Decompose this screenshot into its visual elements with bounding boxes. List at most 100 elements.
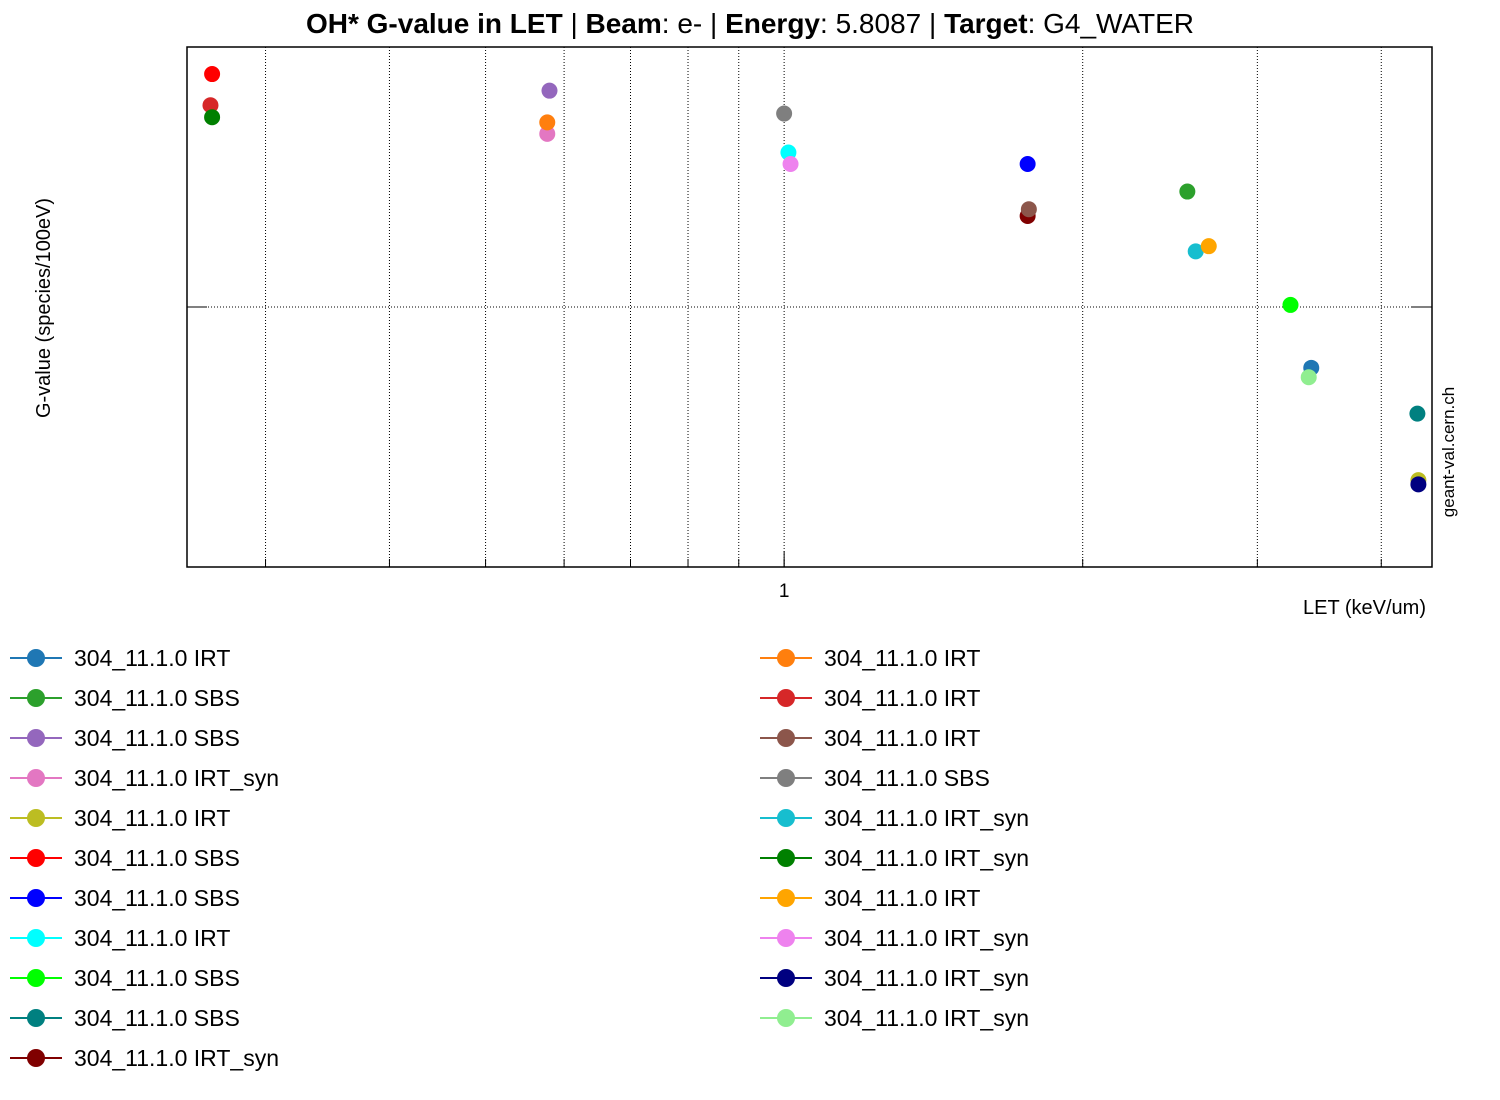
legend-label: 304_11.1.0 SBS bbox=[74, 1004, 240, 1031]
legend-item: 304_11.1.0 IRT bbox=[760, 718, 980, 758]
data-point-series-9 bbox=[1282, 296, 1299, 313]
legend-item: 304_11.1.0 IRT_syn bbox=[760, 798, 1029, 838]
title-sep-3: | bbox=[929, 8, 945, 39]
legend-dot bbox=[27, 929, 45, 947]
legend-item: 304_11.1.0 SBS bbox=[10, 998, 240, 1038]
legend-marker bbox=[760, 688, 812, 708]
title-energy-value: : 5.8087 bbox=[820, 8, 929, 39]
legend-item: 304_11.1.0 IRT bbox=[10, 798, 230, 838]
data-point-series-13 bbox=[202, 97, 219, 114]
data-point-series-12 bbox=[539, 114, 556, 131]
legend-item: 304_11.1.0 IRT_syn bbox=[10, 1038, 279, 1078]
legend-marker bbox=[10, 968, 62, 988]
legend-dot bbox=[27, 889, 45, 907]
legend-dot bbox=[777, 969, 795, 987]
data-points bbox=[202, 66, 1427, 493]
legend-item: 304_11.1.0 IRT bbox=[10, 918, 230, 958]
legend-label: 304_11.1.0 IRT_syn bbox=[824, 844, 1030, 871]
legend-marker bbox=[760, 648, 812, 668]
legend-marker bbox=[760, 968, 812, 988]
data-point-series-19 bbox=[782, 156, 799, 172]
legend-item: 304_11.1.0 IRT bbox=[760, 638, 980, 678]
legend-marker bbox=[760, 728, 812, 748]
legend-label: 304_11.1.0 IRT bbox=[824, 884, 981, 911]
x-axis-label: LET (keV/um) bbox=[1303, 597, 1426, 619]
legend-dot bbox=[777, 1009, 795, 1027]
legend-item: 304_11.1.0 IRT bbox=[10, 638, 230, 678]
legend-marker bbox=[760, 1008, 812, 1028]
legend-item: 304_11.1.0 SBS bbox=[10, 878, 240, 918]
legend-label: 304_11.1.0 IRT bbox=[74, 924, 231, 951]
data-point-series-10 bbox=[1409, 405, 1426, 422]
legend-dot bbox=[777, 729, 795, 747]
legend-label: 304_11.1.0 SBS bbox=[74, 884, 240, 911]
legend-dot bbox=[777, 769, 795, 787]
legend-label: 304_11.1.0 IRT bbox=[824, 724, 981, 751]
data-point-series-6 bbox=[204, 66, 221, 83]
legend-dot bbox=[27, 1049, 45, 1067]
chart-title: OH* G-value in LET | Beam: e- | Energy: … bbox=[0, 8, 1500, 40]
watermark-text: geant-val.cern.ch bbox=[1439, 387, 1458, 517]
axis-ticks: 1 bbox=[187, 306, 1432, 602]
legend-marker bbox=[10, 648, 62, 668]
legend-marker bbox=[10, 928, 62, 948]
legend: 304_11.1.0 IRT 304_11.1.0 SBS 304_11.1.0 S… bbox=[0, 638, 1500, 1088]
legend-dot bbox=[777, 849, 795, 867]
legend-label: 304_11.1.0 SBS bbox=[824, 764, 990, 791]
legend-item: 304_11.1.0 IRT_syn bbox=[760, 958, 1029, 998]
data-point-series-14 bbox=[1020, 201, 1037, 218]
legend-item: 304_11.1.0 SBS bbox=[10, 678, 240, 718]
legend-marker bbox=[10, 808, 62, 828]
data-point-series-7 bbox=[1019, 156, 1036, 172]
grid-lines bbox=[187, 47, 1432, 567]
data-point-series-4 bbox=[539, 125, 556, 142]
legend-label: 304_11.1.0 IRT bbox=[824, 684, 981, 711]
legend-label: 304_11.1.0 IRT bbox=[74, 644, 231, 671]
legend-dot bbox=[27, 809, 45, 827]
legend-dot bbox=[27, 649, 45, 667]
legend-item: 304_11.1.0 SBS bbox=[10, 718, 240, 758]
legend-dot bbox=[27, 729, 45, 747]
legend-dot bbox=[27, 769, 45, 787]
title-beam-key: Beam bbox=[585, 8, 662, 39]
title-energy-key: Energy bbox=[725, 8, 821, 39]
legend-item: 304_11.1.0 IRT_syn bbox=[760, 838, 1029, 878]
legend-marker bbox=[760, 888, 812, 908]
legend-dot bbox=[27, 689, 45, 707]
legend-label: 304_11.1.0 IRT_syn bbox=[824, 804, 1030, 831]
legend-item: 304_11.1.0 SBS bbox=[10, 838, 240, 878]
title-main: OH* G-value in LET bbox=[305, 8, 563, 39]
legend-marker bbox=[10, 1008, 62, 1028]
legend-label: 304_11.1.0 IRT bbox=[824, 644, 981, 671]
legend-item: 304_11.1.0 SBS bbox=[10, 958, 240, 998]
title-target-key: Target bbox=[944, 8, 1028, 39]
legend-marker bbox=[10, 848, 62, 868]
legend-marker bbox=[10, 1048, 62, 1068]
legend-dot bbox=[777, 929, 795, 947]
legend-label: 304_11.1.0 IRT_syn bbox=[824, 924, 1030, 951]
legend-label: 304_11.1.0 IRT_syn bbox=[824, 964, 1030, 991]
legend-label: 304_11.1.0 SBS bbox=[74, 844, 240, 871]
title-beam-value: : e- bbox=[661, 8, 711, 39]
y-axis-label: G-value (species/100eV) bbox=[33, 198, 55, 418]
legend-dot bbox=[27, 849, 45, 867]
data-point-series-16 bbox=[1187, 243, 1204, 260]
legend-label: 304_11.1.0 IRT_syn bbox=[824, 1004, 1030, 1031]
title-target-value: : G4_WATER bbox=[1027, 8, 1195, 39]
legend-dot bbox=[777, 809, 795, 827]
title-sep-1: | bbox=[562, 8, 586, 39]
data-point-series-3 bbox=[541, 82, 558, 99]
legend-marker bbox=[10, 888, 62, 908]
legend-marker bbox=[760, 928, 812, 948]
legend-item: 304_11.1.0 IRT_syn bbox=[760, 998, 1029, 1038]
data-point-series-15 bbox=[776, 105, 793, 122]
legend-label: 304_11.1.0 SBS bbox=[74, 684, 240, 711]
legend-dot bbox=[27, 969, 45, 987]
scatter-plot: 1 LET (keV/um) G-value (species/100eV) g… bbox=[33, 46, 1458, 619]
legend-dot bbox=[777, 689, 795, 707]
legend-dot bbox=[27, 1009, 45, 1027]
legend-dot bbox=[777, 649, 795, 667]
title-sep-2: | bbox=[710, 8, 726, 39]
legend-marker bbox=[10, 688, 62, 708]
legend-item: 304_11.1.0 IRT_syn bbox=[10, 758, 279, 798]
